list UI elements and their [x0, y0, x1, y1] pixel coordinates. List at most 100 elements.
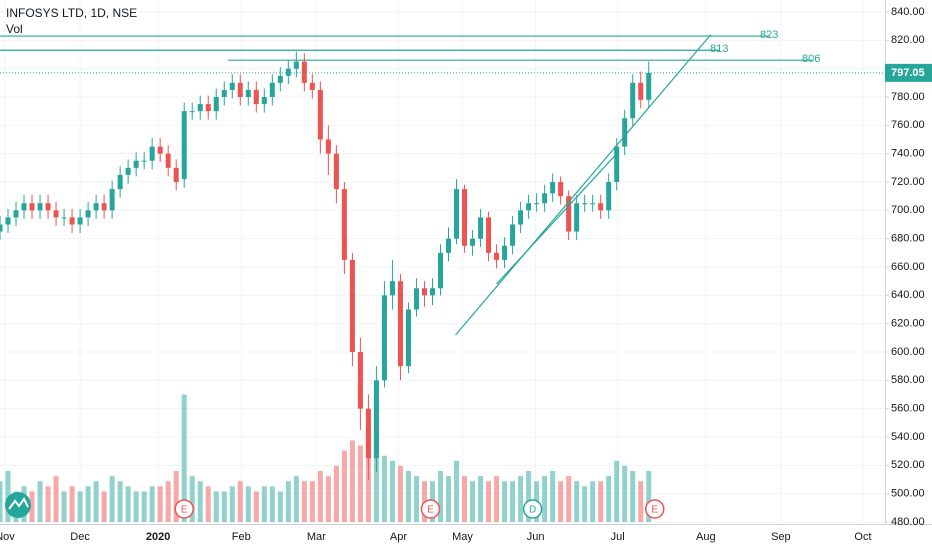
candle-body — [437, 252, 443, 289]
volume-bar — [510, 481, 516, 522]
y-tick-label: 680.00 — [891, 233, 925, 245]
candle-body — [237, 82, 243, 97]
volume-bar — [381, 455, 387, 522]
volume-bar — [389, 460, 395, 522]
level-label: 806 — [802, 53, 820, 65]
y-tick-label: 520.00 — [891, 459, 925, 471]
volume-bar — [446, 476, 452, 522]
volume-bar — [237, 481, 243, 522]
y-tick-label: 480.00 — [891, 516, 925, 528]
event-circle — [420, 499, 441, 519]
candle-body — [638, 82, 644, 100]
candle-body — [622, 118, 628, 147]
candle-body — [189, 111, 195, 113]
candle-body — [502, 245, 508, 260]
y-tick-label: 780.00 — [891, 91, 925, 103]
logo-icon — [8, 497, 29, 510]
event-marker[interactable]: D — [522, 499, 543, 519]
axes-layer: 480.00 500.00 520.00 540.00 560.00 580.00 600.… — [0, 6, 932, 543]
y-tick-label: 720.00 — [891, 176, 925, 188]
volume-bar — [397, 465, 403, 522]
volume-bar — [566, 476, 572, 522]
grid — [0, 0, 885, 524]
y-tick-label: 640.00 — [891, 289, 925, 301]
candle-body — [646, 72, 652, 100]
event-label: E — [651, 505, 658, 516]
x-tick-label: Jun — [527, 531, 545, 543]
volume-bar — [598, 481, 604, 522]
candle-body — [173, 167, 179, 182]
candle-body — [293, 61, 299, 69]
candle-body — [550, 182, 556, 194]
candle-body — [0, 224, 3, 232]
candle-body — [165, 153, 171, 168]
x-tick-label: Feb — [232, 531, 251, 543]
candle-body — [405, 309, 411, 367]
volume-bar — [606, 476, 612, 522]
volume-bar — [405, 471, 411, 522]
event-circle — [174, 499, 194, 519]
y-tick-label: 580.00 — [891, 374, 925, 386]
level-label: 823 — [760, 29, 778, 41]
volume-bar — [253, 491, 259, 522]
candle-body — [590, 203, 596, 205]
volume-bar — [502, 481, 508, 522]
candle-body — [301, 61, 307, 83]
event-marker[interactable]: E — [174, 499, 194, 519]
candle-body — [101, 203, 107, 211]
candle-body — [317, 89, 323, 140]
event-marker[interactable]: E — [644, 499, 665, 519]
candle-body — [373, 380, 379, 459]
y-tick-label: 820.00 — [891, 34, 925, 46]
volume-bar — [333, 465, 339, 522]
logo[interactable] — [5, 492, 31, 518]
event-label: E — [181, 505, 188, 516]
volume-layer — [0, 394, 652, 522]
level-label: 813 — [710, 43, 728, 55]
candle-body — [630, 82, 636, 119]
volume-bar — [486, 481, 492, 522]
candle-body — [534, 203, 540, 205]
volume-bar — [213, 491, 219, 522]
candle-body — [309, 82, 315, 90]
candle-body — [486, 217, 492, 253]
volume-bar — [574, 481, 580, 522]
x-tick-label: Sep — [771, 531, 791, 543]
volume-bar — [45, 486, 51, 522]
volume-bar — [133, 491, 139, 522]
x-tick-label: 2020 — [146, 531, 170, 543]
volume-bar — [558, 481, 564, 522]
volume-bar — [117, 481, 123, 522]
candle-body — [462, 189, 468, 246]
event-label: D — [529, 505, 536, 516]
candle-body — [221, 89, 227, 97]
x-tick-label: Jul — [611, 531, 625, 543]
volume-bar — [277, 491, 283, 522]
volume-bar — [542, 476, 548, 522]
candle-body — [285, 68, 291, 76]
volume-bar — [269, 486, 275, 522]
volume-bar — [205, 486, 211, 522]
x-tick-label: Dec — [70, 531, 90, 543]
volume-bar — [149, 486, 155, 522]
volume-bar — [357, 445, 363, 522]
volume-bar — [590, 481, 596, 522]
trendline — [496, 153, 618, 285]
candle-body — [566, 196, 572, 232]
candle-body — [542, 193, 548, 204]
volume-bar — [29, 491, 35, 522]
volume-bar — [325, 476, 331, 522]
volume-bar — [189, 476, 195, 522]
volume-bar — [478, 476, 484, 522]
candle-body — [429, 288, 435, 296]
event-marker[interactable]: E — [420, 499, 441, 519]
candle-body — [470, 238, 476, 246]
candle-body — [141, 160, 147, 162]
candle-body — [45, 203, 51, 211]
candle-body — [277, 75, 283, 83]
candle-body — [494, 252, 500, 260]
last-price-label: 797.05 — [891, 67, 925, 79]
